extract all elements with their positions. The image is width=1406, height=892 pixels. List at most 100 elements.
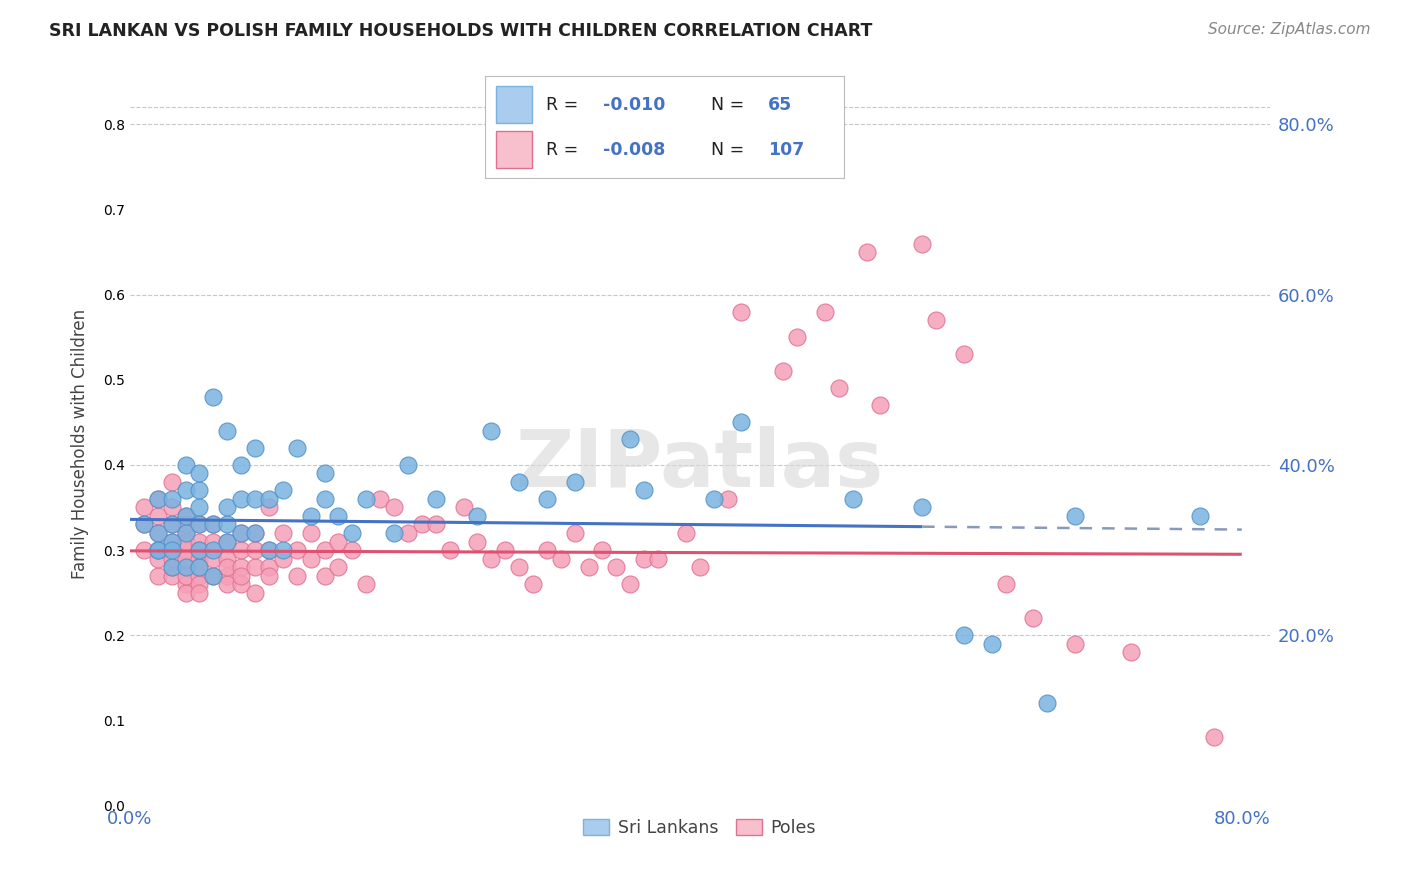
Point	[633, 551, 655, 566]
Point	[675, 526, 697, 541]
Point	[257, 568, 280, 582]
Point	[188, 483, 211, 498]
Point	[160, 475, 183, 489]
Point	[368, 491, 391, 506]
Point	[314, 467, 336, 481]
Point	[217, 534, 239, 549]
Point	[174, 483, 197, 498]
Point	[174, 534, 197, 549]
Text: Source: ZipAtlas.com: Source: ZipAtlas.com	[1208, 22, 1371, 37]
Point	[439, 543, 461, 558]
Point	[564, 475, 586, 489]
Point	[592, 543, 614, 558]
Point	[146, 543, 169, 558]
Point	[299, 551, 322, 566]
Point	[174, 560, 197, 574]
Point	[508, 560, 530, 574]
Point	[953, 628, 976, 642]
Point	[146, 491, 169, 506]
Point	[730, 415, 752, 429]
Point	[202, 390, 225, 404]
Point	[772, 364, 794, 378]
Point	[146, 543, 169, 558]
Point	[425, 491, 447, 506]
Point	[160, 560, 183, 574]
Point	[174, 560, 197, 574]
Point	[855, 245, 877, 260]
Point	[869, 398, 891, 412]
Point	[342, 526, 364, 541]
Point	[188, 467, 211, 481]
Point	[231, 577, 253, 591]
Text: R =: R =	[546, 95, 583, 113]
Point	[1036, 696, 1059, 710]
Point	[550, 551, 572, 566]
Point	[174, 585, 197, 599]
Point	[188, 551, 211, 566]
Point	[494, 543, 516, 558]
Point	[243, 526, 266, 541]
Y-axis label: Family Households with Children: Family Households with Children	[72, 309, 89, 579]
Point	[285, 441, 308, 455]
Point	[202, 517, 225, 532]
Point	[980, 637, 1002, 651]
Text: 107: 107	[768, 141, 804, 159]
Point	[160, 551, 183, 566]
Point	[314, 543, 336, 558]
Point	[132, 517, 155, 532]
Point	[243, 441, 266, 455]
Point	[257, 500, 280, 515]
Point	[243, 526, 266, 541]
Point	[605, 560, 627, 574]
Text: -0.010: -0.010	[603, 95, 666, 113]
Text: -0.008: -0.008	[603, 141, 666, 159]
Point	[174, 551, 197, 566]
Point	[536, 543, 558, 558]
Point	[217, 568, 239, 582]
Point	[202, 517, 225, 532]
Point	[994, 577, 1017, 591]
Point	[689, 560, 711, 574]
Point	[911, 500, 934, 515]
Point	[202, 568, 225, 582]
Point	[508, 475, 530, 489]
Point	[188, 517, 211, 532]
Point	[174, 508, 197, 523]
Point	[354, 577, 377, 591]
Point	[299, 526, 322, 541]
Point	[231, 560, 253, 574]
Point	[146, 526, 169, 541]
Bar	[496, 87, 531, 123]
Point	[814, 304, 837, 318]
Point	[1189, 508, 1212, 523]
Point	[285, 543, 308, 558]
Point	[257, 560, 280, 574]
Point	[619, 577, 641, 591]
Point	[202, 534, 225, 549]
Point	[146, 526, 169, 541]
Point	[188, 560, 211, 574]
Point	[146, 543, 169, 558]
Point	[243, 491, 266, 506]
Point	[174, 458, 197, 472]
Point	[132, 500, 155, 515]
Point	[174, 526, 197, 541]
Point	[479, 424, 502, 438]
Point	[202, 543, 225, 558]
Point	[578, 560, 600, 574]
Point	[231, 491, 253, 506]
Point	[132, 517, 155, 532]
Point	[188, 517, 211, 532]
Point	[314, 491, 336, 506]
Point	[396, 458, 419, 472]
Text: N =: N =	[711, 141, 749, 159]
Point	[231, 543, 253, 558]
Point	[828, 381, 851, 395]
Point	[217, 560, 239, 574]
Point	[382, 500, 405, 515]
Point	[453, 500, 475, 515]
Point	[160, 534, 183, 549]
Point	[188, 543, 211, 558]
Point	[271, 526, 294, 541]
Point	[730, 304, 752, 318]
